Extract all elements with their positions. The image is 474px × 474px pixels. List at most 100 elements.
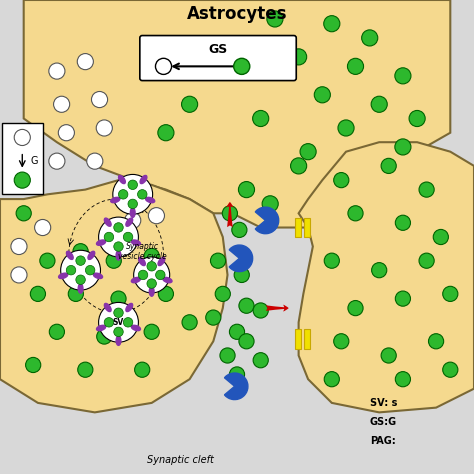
Circle shape xyxy=(395,215,410,230)
Ellipse shape xyxy=(97,240,106,246)
Circle shape xyxy=(253,303,268,318)
Circle shape xyxy=(334,173,349,188)
Circle shape xyxy=(182,96,198,112)
Circle shape xyxy=(210,253,226,268)
Circle shape xyxy=(137,190,147,199)
Ellipse shape xyxy=(126,218,133,226)
Polygon shape xyxy=(0,180,228,412)
FancyBboxPatch shape xyxy=(2,123,43,194)
Circle shape xyxy=(371,96,387,112)
Circle shape xyxy=(324,16,340,32)
Ellipse shape xyxy=(146,197,155,203)
Text: PAG:: PAG: xyxy=(370,436,395,446)
Circle shape xyxy=(54,96,70,112)
Circle shape xyxy=(381,348,396,363)
Circle shape xyxy=(381,158,396,173)
Text: Synaptic cleft: Synaptic cleft xyxy=(146,455,214,465)
Circle shape xyxy=(99,217,138,257)
Circle shape xyxy=(334,334,349,349)
Circle shape xyxy=(128,199,137,209)
Circle shape xyxy=(158,286,173,301)
Circle shape xyxy=(135,362,150,377)
Circle shape xyxy=(291,158,307,174)
Ellipse shape xyxy=(116,336,121,346)
Circle shape xyxy=(253,110,269,127)
Circle shape xyxy=(114,242,123,251)
Circle shape xyxy=(348,206,363,221)
Circle shape xyxy=(300,144,316,160)
Ellipse shape xyxy=(131,277,140,283)
Wedge shape xyxy=(225,373,248,400)
Circle shape xyxy=(58,125,74,141)
Ellipse shape xyxy=(126,303,133,311)
Circle shape xyxy=(395,291,410,306)
Circle shape xyxy=(253,353,268,368)
Circle shape xyxy=(144,324,159,339)
Text: SV: s: SV: s xyxy=(370,398,397,408)
Circle shape xyxy=(138,270,148,280)
Bar xyxy=(304,329,310,349)
Circle shape xyxy=(14,172,30,188)
Ellipse shape xyxy=(131,240,140,246)
Wedge shape xyxy=(229,245,253,272)
Circle shape xyxy=(372,263,387,278)
Polygon shape xyxy=(24,0,450,228)
Circle shape xyxy=(14,129,30,146)
Circle shape xyxy=(239,334,254,349)
Ellipse shape xyxy=(104,303,111,311)
Circle shape xyxy=(324,372,339,387)
Circle shape xyxy=(104,232,114,242)
Ellipse shape xyxy=(131,325,140,331)
Circle shape xyxy=(229,324,245,339)
Circle shape xyxy=(262,196,278,212)
Ellipse shape xyxy=(59,273,68,279)
Circle shape xyxy=(409,110,425,127)
Circle shape xyxy=(158,125,174,141)
Circle shape xyxy=(147,279,156,288)
Circle shape xyxy=(97,329,112,344)
Circle shape xyxy=(114,223,123,232)
Circle shape xyxy=(78,362,93,377)
Circle shape xyxy=(238,182,255,198)
Circle shape xyxy=(11,267,27,283)
Circle shape xyxy=(229,367,245,382)
Wedge shape xyxy=(255,207,279,234)
Circle shape xyxy=(395,372,410,387)
Circle shape xyxy=(314,87,330,103)
Circle shape xyxy=(291,49,307,65)
Circle shape xyxy=(347,58,364,74)
Ellipse shape xyxy=(116,251,121,260)
Circle shape xyxy=(49,153,65,169)
Circle shape xyxy=(96,120,112,136)
Circle shape xyxy=(125,212,141,228)
Circle shape xyxy=(395,68,411,84)
Ellipse shape xyxy=(118,175,125,183)
Text: GS: GS xyxy=(209,43,228,56)
Circle shape xyxy=(443,362,458,377)
Circle shape xyxy=(35,219,51,236)
Circle shape xyxy=(16,206,31,221)
Circle shape xyxy=(433,229,448,245)
Circle shape xyxy=(232,222,247,237)
Circle shape xyxy=(91,91,108,108)
Circle shape xyxy=(99,302,138,342)
Bar xyxy=(295,329,301,349)
Circle shape xyxy=(348,301,363,316)
Ellipse shape xyxy=(130,208,135,218)
Circle shape xyxy=(215,286,230,301)
Circle shape xyxy=(182,315,197,330)
Circle shape xyxy=(267,11,283,27)
Text: G: G xyxy=(30,156,38,166)
Circle shape xyxy=(76,256,85,265)
Circle shape xyxy=(148,208,164,224)
Circle shape xyxy=(419,253,434,268)
Circle shape xyxy=(76,275,85,284)
Ellipse shape xyxy=(93,273,102,279)
Ellipse shape xyxy=(78,284,83,293)
Ellipse shape xyxy=(163,277,172,283)
Ellipse shape xyxy=(104,218,111,226)
Circle shape xyxy=(104,318,114,327)
Circle shape xyxy=(11,238,27,255)
Circle shape xyxy=(118,190,128,199)
Circle shape xyxy=(206,310,221,325)
